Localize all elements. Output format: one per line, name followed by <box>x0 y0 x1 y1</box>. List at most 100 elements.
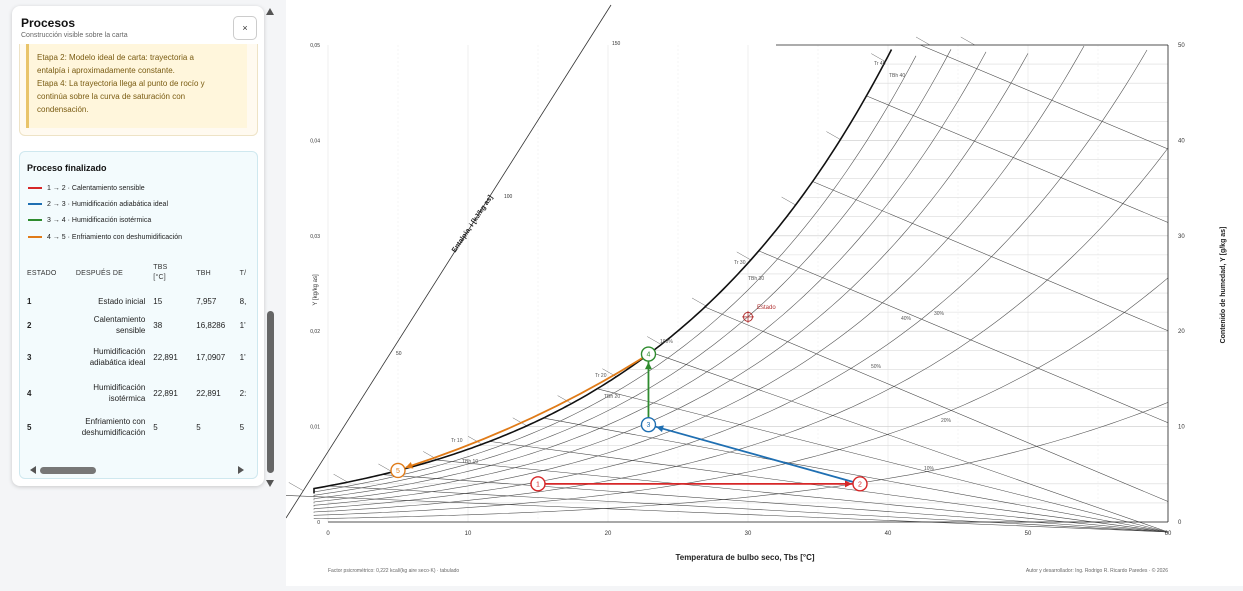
state-point-3 <box>640 416 657 433</box>
table-row: 5 Enfriamiento con deshumidificación 5 5 … <box>23 410 257 444</box>
curve-label: TBh 40 <box>889 73 905 79</box>
cell-despues-line: Enfriamiento con <box>85 417 146 426</box>
y-left-tick-label: 0,04 <box>310 138 320 144</box>
wet-bulb-line <box>758 250 1169 423</box>
y-left-tick-label: 0,01 <box>310 425 320 431</box>
cell-tbh: 7,957 <box>196 296 217 306</box>
estado-label: Estado <box>757 305 776 311</box>
x-tick-label: 40 <box>885 531 892 537</box>
legend-line-red <box>28 187 42 189</box>
col-ta: T/ <box>239 269 247 277</box>
legend-item-isothermal: 3 → 4 · Humidificación isotérmica <box>28 214 151 226</box>
wet-bulb-line <box>381 474 1169 533</box>
arrow-head-icon <box>644 362 652 370</box>
cell-ta: 2: <box>239 388 247 398</box>
arrow-head-icon <box>656 425 664 433</box>
cell-tbh: 5 <box>196 422 201 432</box>
states-table: ESTADO DESPUÉS DE TBS [°C] TBH T/ 1 Estad… <box>23 256 257 444</box>
state-point-4 <box>640 346 657 362</box>
state-point-label: 3 <box>647 422 651 429</box>
enthalpy-tick <box>915 36 931 46</box>
cell-estado: 2 <box>27 320 32 330</box>
scroll-up-arrow-icon[interactable] <box>265 6 275 16</box>
curve-label: TBh 20 <box>604 394 620 400</box>
col-tbs-unit: [°C] <box>153 274 166 281</box>
cell-estado: 4 <box>27 388 32 398</box>
vertical-scroll-thumb[interactable] <box>267 311 274 473</box>
arrow-head-icon <box>845 480 852 488</box>
process-paths <box>405 353 861 488</box>
cell-despues-line: deshumidificación <box>81 428 146 437</box>
legend-label: 1 → 2 · Calentamiento sensible <box>47 184 145 192</box>
close-button[interactable]: × <box>233 16 257 40</box>
scroll-left-arrow-icon[interactable] <box>30 465 258 475</box>
enthalpy-tick <box>736 251 751 261</box>
y-right-tick-label: 50 <box>1178 43 1185 49</box>
x-tick-label: 0 <box>326 531 330 537</box>
wet-bulb-line <box>327 485 1169 533</box>
wet-bulb-line <box>812 181 1169 332</box>
curve-label: TBh 30 <box>748 276 764 282</box>
scroll-down-arrow-icon[interactable] <box>265 478 275 488</box>
cell-estado: 1 <box>27 296 32 306</box>
cell-tbs: 22,891 <box>153 352 178 362</box>
enthalpy-tick <box>781 196 796 206</box>
legend-item-cooling: 4 → 5 · Enfriamiento con deshumidificaci… <box>28 231 182 243</box>
cell-despues: Estado inicial <box>98 296 146 306</box>
table-row: 1 Estado inicial 15 7,957 8, <box>23 290 257 312</box>
table-header-row: ESTADO DESPUÉS DE TBS [°C] TBH T/ <box>23 256 257 290</box>
state-point-5 <box>390 462 406 479</box>
cell-despues: Enfriamiento con deshumidificación <box>72 410 149 444</box>
table-row: 4 Humidificación isotérmica 22,891 22,891… <box>23 376 257 410</box>
state-point-label: 2 <box>858 481 862 488</box>
enthalpy-scale-line <box>285 4 612 519</box>
enthalpy-tick-label: 150 <box>612 41 621 47</box>
x-axis-label: Temperatura de bulbo seco, Tbs [°C] <box>675 553 814 562</box>
wet-bulb-line <box>489 441 1169 533</box>
y-left-axis-label: Y [kg/kg as] <box>313 274 319 306</box>
process-path-2-3 <box>648 423 861 485</box>
cell-despues-line: adiabática ideal <box>89 358 146 367</box>
state-point-label: 5 <box>396 468 400 475</box>
enthalpy-tick <box>691 297 707 307</box>
note-line: condensación. <box>37 105 89 114</box>
curve-labels: Tr 10 TBh 10 Tr 20 TBh 20 Tr 30 TBh 30 Tr 40TB… <box>451 61 952 472</box>
wet-bulb-line <box>866 95 1169 223</box>
cell-despues-line: Humidificación <box>93 383 146 392</box>
y-right-tick-label: 20 <box>1178 329 1185 335</box>
wet-bulb-line <box>597 388 1169 533</box>
stage-notes-box: Etapa 2: Modelo ideal de carta: trayecto… <box>26 44 247 128</box>
horizontal-scrollbar[interactable] <box>30 465 258 475</box>
wet-bulb-lines <box>274 44 1169 533</box>
arrow-head-icon <box>405 461 414 469</box>
panel-subtitle: Construcción visible sobre la carta <box>21 32 128 39</box>
table-row: 3 Humidificación adiabática ideal 22,891 … <box>23 338 257 376</box>
col-estado: ESTADO <box>27 269 57 277</box>
cell-tbs: 5 <box>153 422 158 432</box>
cell-tbh: 22,891 <box>196 388 221 398</box>
curve-label: 30% <box>934 311 945 317</box>
note-line: continúa sobre la curva de saturación co… <box>37 92 186 101</box>
legend-line-blue <box>28 203 42 205</box>
scroll-right-arrow-icon[interactable] <box>236 465 244 475</box>
psychrometric-chart: 50 100 150 0 10 20 30 40 50 60 0 10 20 30 40 50 0 0,01 0,… <box>243 4 1227 574</box>
rh-curve <box>313 147 1169 513</box>
enthalpy-tick <box>647 336 662 345</box>
enthalpy-tick <box>288 482 303 491</box>
rh-curve <box>313 402 1169 519</box>
table-row: 2 Calentamiento sensible 38 16,8286 1' <box>23 312 257 338</box>
legend-item-adiabatic: 2 → 3 · Humidificación adiabática ideal <box>28 198 168 210</box>
cell-ta: 8, <box>239 296 247 306</box>
x-tick-label: 20 <box>605 531 612 537</box>
cell-estado: 3 <box>27 352 32 362</box>
y-right-tick-label: 40 <box>1178 138 1185 144</box>
vertical-scrollbar[interactable] <box>265 6 275 490</box>
horizontal-scroll-thumb[interactable] <box>40 467 96 474</box>
y-left-tick-label: 0,02 <box>310 329 320 335</box>
state-points: 1 2 3 4 5 Estado <box>390 305 868 492</box>
chart-axes: 0 10 20 30 40 50 60 0 10 20 30 40 50 0 0,01 0,02 0,03 0,0… <box>310 43 1185 537</box>
y-left-tick-label: 0 <box>317 520 320 526</box>
cell-tbh: 17,0907 <box>196 352 226 362</box>
curve-label: Tr 10 <box>451 438 463 444</box>
wet-bulb-line <box>274 494 1169 533</box>
